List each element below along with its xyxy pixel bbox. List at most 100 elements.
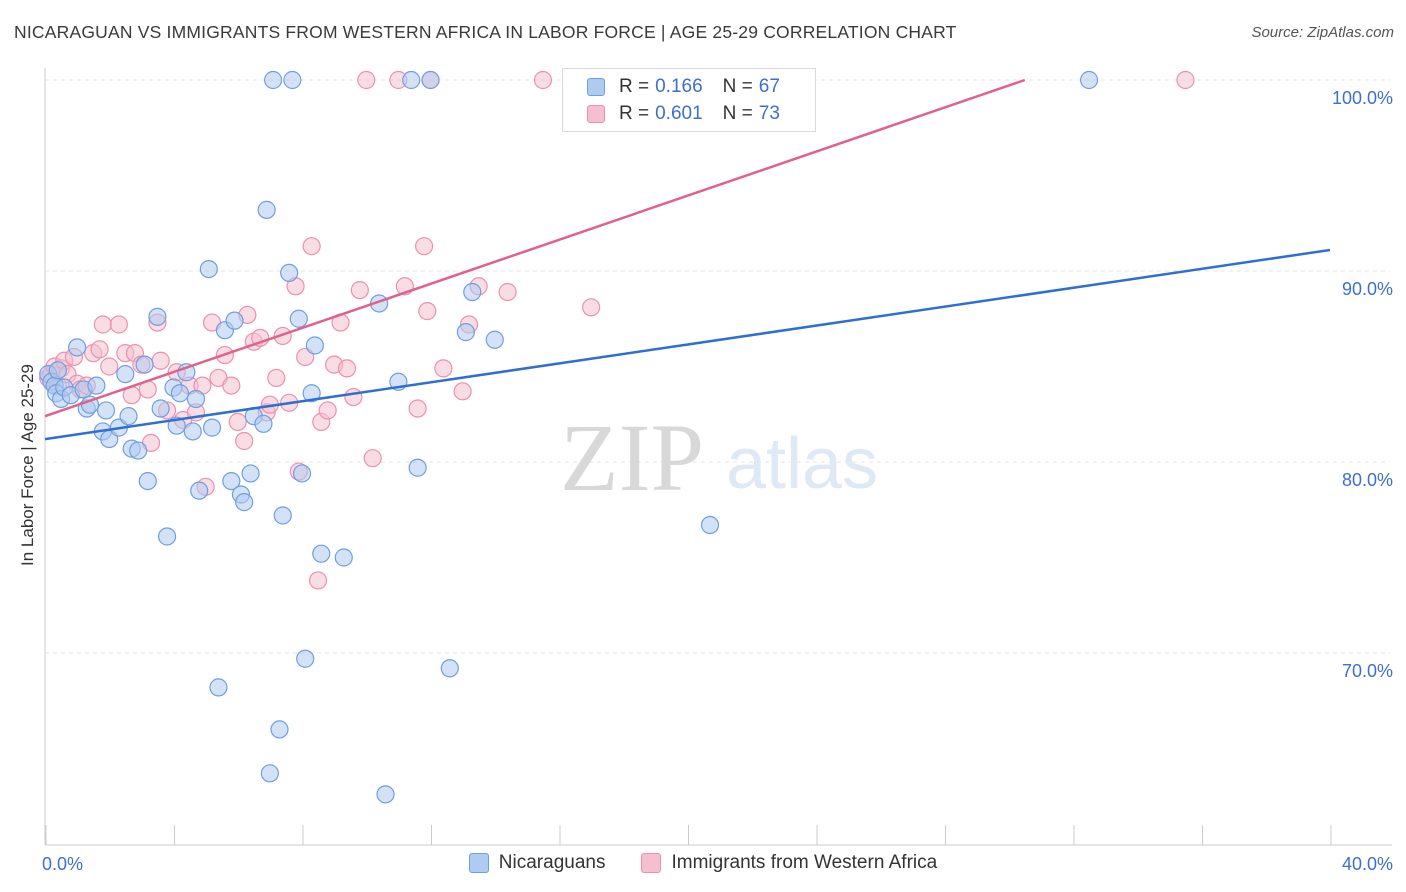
- point-nicaraguan: [151, 399, 170, 418]
- point-nicaraguan: [48, 361, 67, 380]
- r-label: R =: [619, 103, 650, 124]
- point-western-africa: [1176, 70, 1195, 90]
- point-nicaraguan: [241, 464, 260, 483]
- point-nicaraguan: [292, 464, 312, 483]
- point-nicaraguan: [138, 472, 157, 491]
- point-nicaraguan: [68, 338, 87, 357]
- point-western-africa: [418, 302, 437, 321]
- point-nicaraguan: [456, 323, 475, 342]
- point-nicaraguan: [289, 309, 308, 328]
- gridlines: [45, 79, 1390, 654]
- point-nicaraguan: [225, 311, 244, 330]
- point-nicaraguan: [116, 365, 135, 384]
- point-western-africa: [337, 359, 357, 378]
- point-nicaraguan: [305, 336, 324, 355]
- point-nicaraguan: [186, 389, 206, 409]
- point-nicaraguan: [280, 263, 299, 283]
- legend-swatch-blue: [468, 853, 489, 873]
- y-tick-label: 80.0%: [1342, 470, 1393, 490]
- point-nicaraguan: [1079, 70, 1099, 90]
- point-western-africa: [93, 315, 112, 334]
- point-western-africa: [498, 282, 517, 302]
- point-western-africa: [453, 382, 472, 401]
- chart-title: NICARAGUAN VS IMMIGRANTS FROM WESTERN AF…: [14, 22, 957, 42]
- point-western-africa: [357, 70, 376, 90]
- point-western-africa: [109, 315, 128, 334]
- point-western-africa: [235, 431, 254, 451]
- n-value: 67: [758, 76, 780, 97]
- point-nicaraguan: [485, 330, 504, 349]
- point-western-africa: [308, 571, 328, 590]
- n-label: N =: [722, 103, 753, 124]
- watermark-zip: ZIP: [560, 404, 704, 511]
- point-nicaraguan: [209, 678, 228, 697]
- point-nicaraguan: [135, 355, 154, 374]
- point-nicaraguan: [119, 407, 138, 426]
- point-western-africa: [533, 70, 553, 90]
- x-tick-label: 0.0%: [42, 854, 83, 874]
- point-nicaraguan: [270, 720, 289, 739]
- point-nicaraguan: [257, 200, 276, 219]
- scatter-points: [39, 70, 1195, 804]
- n-label: N =: [722, 76, 753, 97]
- point-western-africa: [151, 351, 170, 370]
- point-western-africa: [582, 298, 601, 317]
- point-nicaraguan: [408, 458, 427, 477]
- legend-label: Immigrants from Western Africa: [671, 852, 938, 873]
- point-nicaraguan: [263, 70, 283, 90]
- series-legend: Nicaraguans Immigrants from Western Afri…: [0, 852, 1406, 874]
- legend-item-western-africa[interactable]: Immigrants from Western Africa: [641, 852, 937, 874]
- stats-row-nicaraguans: R = 0.166 N = 67: [587, 75, 780, 99]
- point-nicaraguan: [254, 414, 273, 433]
- point-nicaraguan: [463, 282, 482, 302]
- point-western-africa: [228, 412, 247, 431]
- source-label: Source: ZipAtlas.com: [1251, 24, 1394, 41]
- point-nicaraguan: [312, 544, 331, 563]
- point-nicaraguan: [170, 384, 190, 403]
- trend-lines: [44, 78, 1331, 441]
- point-nicaraguan: [700, 515, 720, 535]
- point-nicaraguan: [157, 527, 177, 546]
- point-western-africa: [90, 340, 109, 359]
- y-tick-label: 70.0%: [1342, 661, 1393, 681]
- point-nicaraguan: [421, 70, 440, 90]
- point-nicaraguan: [440, 659, 459, 678]
- point-western-africa: [344, 387, 363, 407]
- point-western-africa: [434, 359, 453, 378]
- point-nicaraguan: [260, 764, 279, 783]
- point-western-africa: [318, 401, 337, 420]
- tick-labels: 100.0% 90.0% 80.0% 70.0% 0.0% 40.0%: [42, 88, 1393, 874]
- point-nicaraguan: [87, 376, 106, 395]
- point-nicaraguan: [202, 418, 222, 437]
- point-nicaraguan: [376, 785, 395, 804]
- point-nicaraguan: [273, 506, 292, 525]
- point-nicaraguan: [283, 70, 302, 90]
- legend-item-nicaraguans[interactable]: Nicaraguans: [468, 852, 606, 874]
- point-western-africa: [267, 368, 286, 388]
- point-nicaraguan: [222, 472, 241, 491]
- legend-swatch-blue: [587, 78, 605, 96]
- point-western-africa: [100, 357, 119, 376]
- stats-row-western-africa: R = 0.601 N = 73: [587, 102, 780, 126]
- point-nicaraguan: [148, 307, 167, 326]
- legend-swatch-pink: [641, 853, 662, 873]
- point-nicaraguan: [190, 481, 209, 500]
- point-western-africa: [302, 237, 321, 256]
- point-nicaraguan: [235, 493, 254, 512]
- y-tick-label: 100.0%: [1332, 88, 1393, 108]
- point-nicaraguan: [199, 259, 218, 279]
- watermark-atlas: atlas: [726, 424, 878, 504]
- r-label: R =: [619, 76, 650, 97]
- n-value: 73: [758, 103, 780, 124]
- r-value: 0.166: [655, 76, 703, 97]
- watermark: ZIP atlas: [560, 404, 878, 511]
- point-western-africa: [414, 237, 434, 256]
- legend-swatch-pink: [587, 105, 605, 123]
- legend-label: Nicaraguans: [498, 852, 606, 873]
- point-western-africa: [273, 326, 292, 346]
- point-nicaraguan: [402, 70, 421, 90]
- point-western-africa: [350, 281, 369, 300]
- point-nicaraguan: [183, 422, 202, 441]
- point-western-africa: [222, 376, 241, 395]
